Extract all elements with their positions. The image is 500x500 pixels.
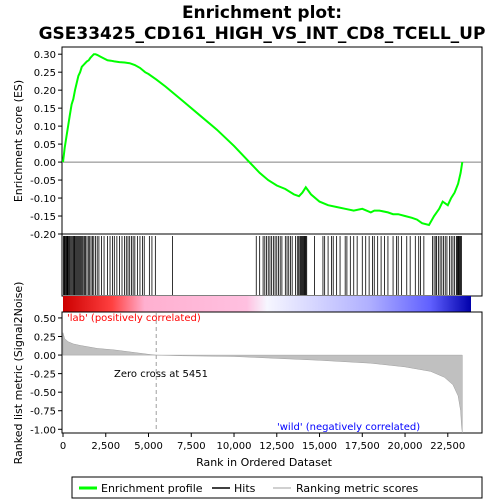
legend-metric-label: Ranking metric scores	[296, 482, 418, 495]
metric-y-tick-label: 0.50	[34, 314, 56, 325]
es-y-tick-label: 0.30	[34, 50, 56, 61]
metric-panel-frame	[61, 311, 483, 434]
es-y-tick-label: 0.10	[34, 122, 56, 133]
hit-lines	[63, 236, 462, 295]
title: Enrichment plot: GSE33425_CD161_HIGH_VS_…	[39, 3, 486, 44]
legend-profile-label: Enrichment profile	[101, 482, 203, 495]
x-tick-label: 15,000	[302, 441, 337, 452]
x-tick-label: 12,500	[259, 441, 294, 452]
es-y-tick-label: -0.20	[30, 230, 56, 241]
negative-label: 'wild' (negatively correlated)	[277, 422, 420, 433]
x-tick-label: 17,500	[345, 441, 380, 452]
enrichment-profile-line	[62, 53, 464, 227]
es-y-ticks: 0.30 0.25 0.20 0.15 0.10 0.05 0.00 -0.05 -0.10 -0…	[30, 50, 62, 241]
title-line-1: Enrichment plot:	[182, 3, 342, 23]
positive-label: 'lab' (positively correlated)	[67, 313, 201, 324]
hits-panel	[61, 233, 483, 312]
metric-y-tick-label: -0.75	[30, 407, 56, 418]
es-y-tick-label: 0.05	[34, 140, 56, 151]
x-tick-label: 20,000	[388, 441, 423, 452]
es-y-tick-label: 0.00	[34, 158, 56, 169]
metric-y-tick-label: -1.00	[30, 425, 56, 436]
metric-panel: 0.50 0.25 0.00 -0.25 -0.50 -0.75 -1.00 Zero cr…	[12, 282, 483, 465]
legend: Enrichment profile Hits Ranking metric s…	[71, 476, 483, 499]
metric-y-tick-label: 0.00	[34, 351, 56, 362]
es-y-tick-label: -0.15	[30, 212, 56, 223]
x-tick-label: 5,000	[134, 441, 163, 452]
ranking-metric-area	[62, 332, 463, 434]
es-panel: 0.30 0.25 0.20 0.15 0.10 0.05 0.00 -0.05 -0.10 -0…	[12, 46, 483, 241]
es-y-tick-label: 0.15	[34, 104, 56, 115]
es-y-axis-label: Enrichment score (ES)	[12, 80, 25, 202]
metric-y-axis-label: Ranked list metric (Signal2Noise)	[12, 282, 25, 465]
x-tick-label: 2,500	[91, 441, 120, 452]
legend-hits-label: Hits	[234, 482, 256, 495]
x-tick-label: 22,500	[430, 441, 465, 452]
x-tick-label: 7,500	[177, 441, 206, 452]
ranking-color-ramp	[63, 296, 471, 312]
x-tick-label: 0	[60, 441, 66, 452]
x-axis-ticks: 0 2,500 5,000 7,500 10,000 12,500 15,000 17,500…	[60, 433, 465, 452]
es-y-tick-label: 0.20	[34, 86, 56, 97]
zero-cross-label: Zero cross at 5451	[114, 369, 208, 380]
metric-y-ticks: 0.50 0.25 0.00 -0.25 -0.50 -0.75 -1.00	[30, 314, 62, 436]
es-panel-frame	[61, 46, 483, 235]
title-line-2: GSE33425_CD161_HIGH_VS_INT_CD8_TCELL_UP	[39, 24, 486, 44]
x-axis-label: Rank in Ordered Dataset	[196, 456, 333, 469]
es-y-tick-label: 0.25	[34, 68, 56, 79]
x-tick-label: 10,000	[217, 441, 252, 452]
metric-y-tick-label: -0.50	[30, 388, 56, 399]
metric-y-tick-label: -0.25	[30, 370, 56, 381]
es-y-tick-label: -0.10	[30, 194, 56, 205]
metric-y-tick-label: 0.25	[34, 332, 56, 343]
es-y-tick-label: -0.05	[30, 176, 56, 187]
